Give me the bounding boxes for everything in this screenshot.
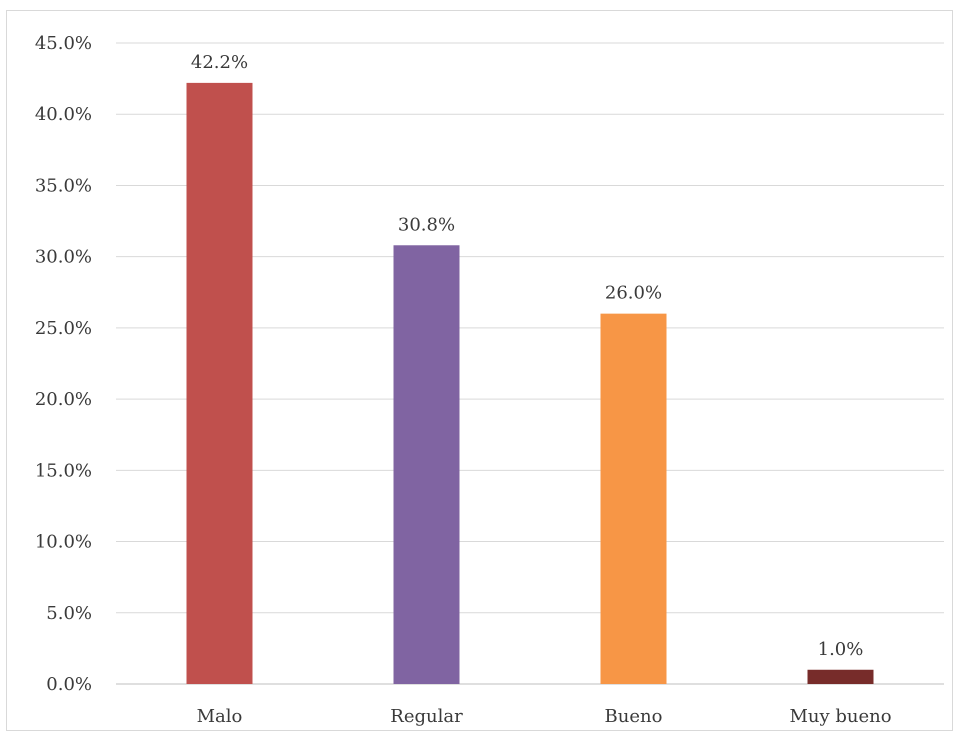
y-tick-label: 35.0% (35, 175, 92, 196)
y-tick-label: 40.0% (35, 104, 92, 125)
y-tick-label: 30.0% (35, 247, 92, 268)
y-tick-label: 5.0% (46, 603, 92, 624)
x-category-label: Regular (390, 706, 463, 727)
data-labels: 42.2% 30.8% 26.0% 1.0% (191, 52, 863, 660)
y-tick-label: 0.0% (46, 674, 92, 695)
bar-muy-bueno (807, 669, 874, 684)
bar-bueno (600, 313, 667, 684)
data-label: 42.2% (191, 52, 248, 73)
y-axis: 0.0% 5.0% 10.0% 15.0% 20.0% 25.0% 30.0% 35.0% 40… (35, 33, 92, 695)
chart-frame (6, 10, 953, 731)
y-tick-label: 25.0% (35, 318, 92, 339)
x-category-label: Muy bueno (789, 706, 891, 727)
bars (186, 82, 874, 684)
gridlines (116, 42, 944, 685)
bar-malo (186, 82, 253, 684)
y-tick-label: 10.0% (35, 532, 92, 553)
y-tick-label: 20.0% (35, 389, 92, 410)
x-category-label: Malo (197, 706, 243, 727)
y-tick-label: 15.0% (35, 460, 92, 481)
y-tick-label: 45.0% (35, 33, 92, 54)
data-label: 30.8% (398, 214, 455, 235)
data-label: 1.0% (818, 639, 864, 660)
data-label: 26.0% (605, 283, 662, 304)
bar-regular (393, 245, 460, 684)
x-category-label: Bueno (605, 706, 663, 727)
x-axis: Malo Regular Bueno Muy bueno (197, 706, 892, 727)
